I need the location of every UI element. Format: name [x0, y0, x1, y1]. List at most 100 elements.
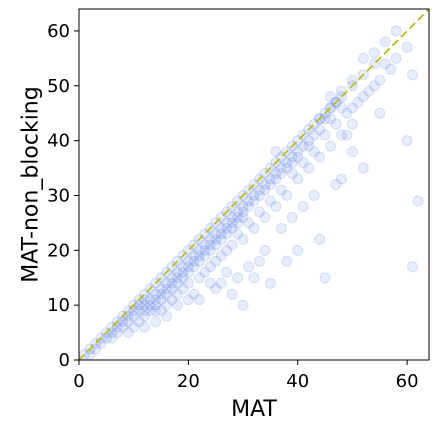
scatter-point: [84, 349, 96, 361]
scatter-point: [412, 195, 424, 207]
scatter-point: [253, 206, 265, 218]
x-tick-label: 40: [286, 371, 309, 392]
scatter-point: [259, 184, 271, 196]
scatter-point: [161, 277, 172, 289]
scatter-point: [139, 299, 151, 311]
scatter-point: [270, 200, 282, 212]
scatter-point: [264, 195, 276, 207]
scatter-point: [308, 146, 320, 158]
scatter-point: [270, 146, 282, 158]
scatter-point: [144, 305, 156, 317]
scatter-point: [352, 96, 364, 108]
scatter-point: [204, 233, 216, 245]
scatter-point: [248, 222, 260, 234]
scatter-point: [144, 294, 156, 306]
scatter-point: [281, 162, 293, 174]
scatter-point: [407, 261, 419, 273]
y-tick-label: 30: [47, 185, 70, 206]
plot-frame: [78, 8, 430, 361]
scatter-point: [188, 261, 200, 273]
scatter-point: [182, 277, 194, 289]
scatter-point: [243, 217, 255, 229]
scatter-point: [232, 272, 244, 284]
scatter-point: [374, 74, 386, 86]
scatter-point: [199, 244, 211, 256]
scatter-point: [357, 91, 369, 103]
scatter-point: [128, 310, 140, 322]
scatter-point: [275, 222, 287, 234]
scatter-point: [336, 129, 347, 141]
scatter-point: [325, 113, 337, 125]
y-tick-label: 50: [47, 76, 70, 97]
y-tick-label: 10: [47, 295, 70, 316]
y-tick-label: 40: [47, 131, 70, 152]
scatter-point: [243, 261, 255, 273]
scatter-point: [325, 91, 337, 103]
scatter-point: [385, 63, 397, 75]
scatter-point: [357, 52, 369, 64]
scatter-point: [281, 189, 293, 201]
scatter-point: [346, 74, 358, 86]
scatter-point: [346, 102, 358, 114]
scatter-point: [155, 294, 167, 306]
y-tick-label: 60: [47, 21, 70, 42]
scatter-point: [270, 173, 282, 185]
scatter-point: [336, 102, 347, 114]
scatter-point: [177, 261, 189, 273]
scatter-point: [161, 288, 172, 300]
scatter-point: [221, 244, 233, 256]
scatter-point: [248, 272, 260, 284]
y-tick-label: 0: [59, 350, 70, 371]
scatter-point: [166, 277, 178, 289]
scatter-points: [78, 25, 424, 361]
x-tick-label: 60: [396, 371, 419, 392]
scatter-point: [292, 151, 304, 163]
scatter-point: [100, 332, 112, 344]
scatter-point: [390, 25, 402, 37]
scatter-point: [204, 277, 216, 289]
scatter-point: [122, 310, 134, 322]
scatter-point: [303, 135, 315, 147]
scatter-point: [330, 179, 342, 190]
scatter-point: [253, 189, 265, 201]
scatter-point: [193, 244, 205, 256]
scatter-point: [286, 157, 298, 169]
scatter-point: [221, 217, 233, 229]
scatter-point: [188, 250, 200, 262]
scatter-point: [226, 211, 238, 223]
scatter-point: [330, 118, 342, 130]
scatter-point: [253, 184, 265, 196]
scatter-point: [171, 266, 183, 278]
scatter-point: [182, 261, 194, 273]
scatter-point: [182, 255, 194, 267]
scatter-point: [150, 305, 162, 317]
scatter-point: [111, 321, 123, 333]
x-tick-label: 0: [73, 371, 84, 392]
scatter-point: [281, 157, 293, 169]
scatter-point: [314, 124, 326, 136]
scatter-point: [199, 239, 211, 251]
scatter-point: [215, 228, 227, 240]
scatter-point: [319, 272, 331, 284]
scatter-point: [210, 255, 222, 267]
scatter-point: [139, 321, 151, 333]
scatter-point: [297, 140, 309, 152]
scatter-point: [253, 255, 265, 267]
scatter-point: [407, 69, 419, 81]
scatter-point: [221, 266, 233, 278]
scatter-point: [204, 239, 216, 251]
scatter-point: [150, 299, 162, 311]
scatter-point: [357, 162, 369, 174]
scatter-point: [390, 52, 402, 64]
scatter-point: [303, 162, 315, 174]
y-axis-label: MAT-non_blocking: [19, 86, 44, 282]
scatter-point: [155, 305, 167, 317]
scatter-point: [177, 283, 189, 295]
scatter-point: [166, 294, 178, 306]
scatter-point: [237, 299, 249, 311]
scatter-point: [264, 179, 276, 190]
scatter-point: [286, 168, 298, 180]
scatter-point: [401, 41, 413, 53]
scatter-point: [248, 195, 260, 207]
scatter-point: [139, 305, 151, 317]
